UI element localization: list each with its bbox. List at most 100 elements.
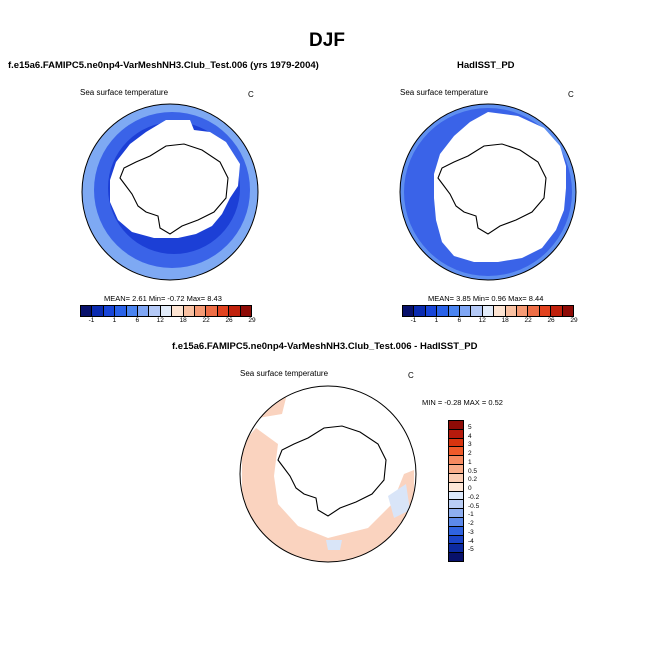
colorbar-swatch [206,306,218,316]
colorbar-swatch [183,306,196,316]
panel3-max-label: MAX = [463,398,487,407]
colorbar-tick-label: 1 [468,458,472,466]
colorbar-tick-label: 12 [478,317,486,324]
colorbar-swatch [437,306,449,316]
colorbar-tick-label: -4 [468,537,474,545]
colorbar-swatch [449,482,463,492]
colorbar-swatch [517,306,529,316]
panel1-mean-label: MEAN= [104,294,131,303]
colorbar-tick-label: 29 [570,317,578,324]
colorbar-tick-label: 1 [112,317,117,324]
colorbar-swatch [449,465,463,474]
colorbar-tick-label: -0.2 [468,493,480,501]
colorbar-swatch [460,306,472,316]
colorbar-swatch [449,421,463,430]
colorbar-tick-label: 6 [135,317,140,324]
colorbar-swatch [126,306,139,316]
colorbar-swatch [403,306,415,316]
panel2-min-value: 0.96 [491,294,507,303]
colorbar-swatch [449,517,463,527]
colorbar-tick-label: 6 [457,317,462,324]
panel2-min-label: Min= [472,294,490,303]
figure-title: DJF [309,30,345,51]
colorbar-swatch [160,306,173,316]
panel2-stats: MEAN= 3.85 Min= 0.96 Max= 8.44 [428,294,543,303]
panel3-stats: MIN = -0.28 MAX = 0.52 [422,398,503,407]
colorbar-swatch [229,306,241,316]
colorbar-swatch [425,306,438,316]
colorbar-swatch [149,306,161,316]
colorbar-swatch [449,473,463,483]
panel3-min-label: MIN = [422,398,443,407]
colorbar-tick-label: -2 [468,520,474,527]
panel2-colorbar: -1 1 6 12 18 22 26 29 [402,305,578,327]
panel3-min-value: -0.28 [444,398,462,407]
colorbar-tick-label: 26 [547,317,555,324]
panel3-case-title: f.e15a6.FAMIPC5.ne0np4-VarMeshNH3.Club_T… [172,341,478,352]
panel3-units-label: C [408,371,414,380]
colorbar-tick-label: 22 [202,317,210,324]
panel3-variable-label: Sea surface temperature [240,369,329,378]
panel1-min-value: -0.72 [167,294,185,303]
colorbar-swatch [449,429,463,439]
colorbar-tick-label: 29 [248,317,256,324]
panel1-max-value: 8.43 [207,294,222,303]
colorbar-swatch [414,306,426,316]
panel2-mean-label: MEAN= [428,294,455,303]
colorbar-tick-label: 18 [179,317,187,324]
colorbar-swatch [81,306,93,316]
colorbar-tick-label: -3 [468,528,474,536]
colorbar-swatch [449,509,463,518]
panel1-polar-map [81,103,259,281]
colorbar-swatch [92,306,104,316]
colorbar-swatch [449,526,463,536]
colorbar-tick-label: 2 [468,450,472,457]
panel1-max-label: Max= [186,294,206,303]
panel3-positive-anomaly [242,428,414,562]
colorbar-tick-label: -1 [410,317,417,324]
panel1-colorbar-bar [80,305,252,317]
colorbar-swatch [103,306,116,316]
colorbar-tick-label: 26 [225,317,233,324]
panel2-antarctica-outline [437,143,547,235]
colorbar-tick-label: 0.2 [468,476,478,484]
colorbar-swatch [195,306,207,316]
colorbar-swatch [551,306,563,316]
colorbar-swatch [172,306,184,316]
colorbar-tick-label: 0 [468,485,472,492]
panel2-max-label: Max= [508,294,527,303]
colorbar-tick-label: 4 [468,432,472,440]
colorbar-swatch [494,306,506,316]
colorbar-swatch [217,306,230,316]
panel3-antarctica-outline [277,425,387,517]
panel3-colorbar-bar [448,420,464,562]
colorbar-swatch [138,306,150,316]
panel2-mean-value: 3.85 [456,294,471,303]
colorbar-swatch [448,306,461,316]
colorbar-swatch [449,544,463,554]
colorbar-swatch [449,535,463,545]
colorbar-tick-label: 5 [468,423,472,431]
colorbar-swatch [115,306,127,316]
colorbar-tick-label: 22 [524,317,532,324]
panel1-min-label: Min= [148,294,166,303]
colorbar-swatch [449,438,463,448]
colorbar-swatch [471,306,483,316]
panel2-variable-label: Sea surface temperature [400,88,489,97]
colorbar-swatch [449,447,463,457]
panel2-case-title: HadISST_PD [457,60,515,71]
panel2-polar-map [399,103,577,281]
panel3-negative-anomaly-south [326,540,342,550]
panel1-mean-value: 2.61 [132,294,147,303]
panel2-colorbar-labels: -1 1 6 12 18 22 26 29 [402,317,578,327]
panel1-variable-label: Sea surface temperature [80,88,169,97]
panel1-case-title: f.e15a6.FAMIPC5.ne0np4-VarMeshNH3.Club_T… [8,60,319,71]
panel2-map-border [399,103,577,281]
colorbar-tick-label: 1 [434,317,439,324]
colorbar-tick-label: -0.5 [468,502,480,510]
colorbar-swatch [562,306,574,316]
colorbar-swatch [449,456,463,466]
colorbar-swatch [482,306,495,316]
colorbar-swatch [240,306,252,316]
panel1-stats: MEAN= 2.61 Min= -0.72 Max= 8.43 [104,294,222,303]
